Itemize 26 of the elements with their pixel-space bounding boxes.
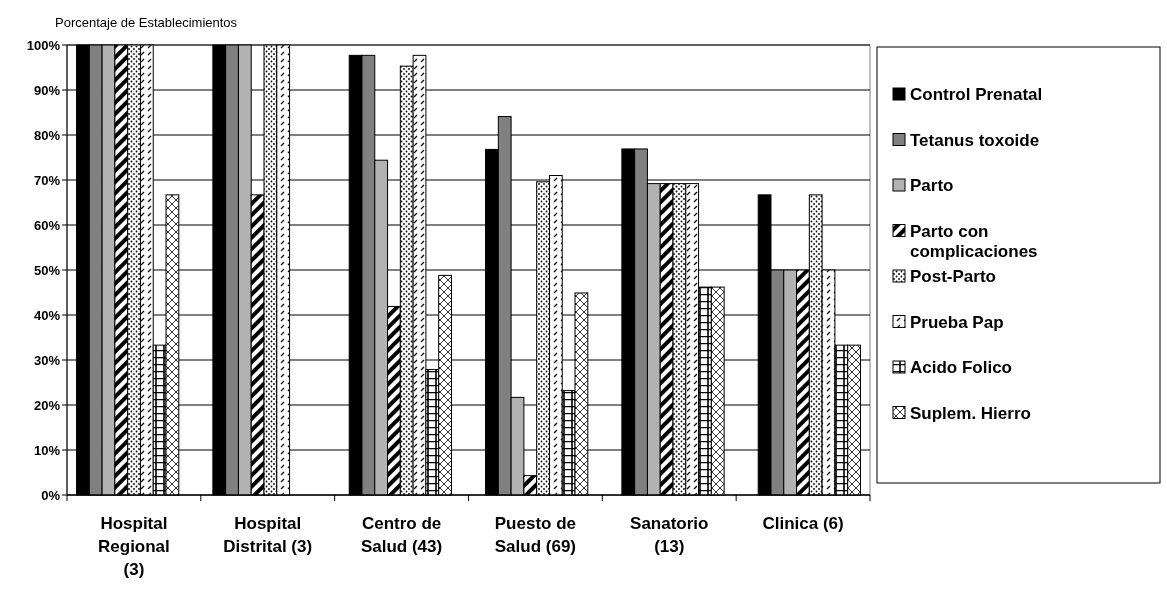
x-tick-label: Centro de Salud (43)	[360, 514, 443, 556]
legend-label: Control Prenatal	[910, 85, 1043, 104]
x-tick-label: Sanatorio (13)	[630, 514, 709, 556]
y-tick-label: 90%	[33, 82, 61, 98]
x-tick-label: Puesto de Salud (69)	[494, 514, 577, 556]
x-tick-label: Hospital Distrital (3)	[223, 514, 313, 556]
y-tick-label: 30%	[33, 352, 61, 368]
y-tick-label: 60%	[33, 217, 61, 233]
y-tick-label: 40%	[33, 307, 61, 323]
x-tick-label: Clinica (6)	[762, 514, 844, 533]
y-tick-label: 100%	[26, 37, 61, 53]
y-tick-label: 20%	[33, 397, 61, 413]
y-tick-label: 10%	[33, 442, 61, 458]
legend-label: Tetanus toxoide	[910, 130, 1040, 150]
legend-label: Prueba Pap	[910, 312, 1004, 332]
legend-label: Suplem. Hierro	[910, 403, 1031, 423]
y-axis-title: Porcentaje de Establecimientos	[55, 15, 238, 30]
x-tick-label: Hospital Regional (3)	[98, 514, 170, 579]
legend-label: Parto	[910, 176, 954, 195]
y-tick-label: 50%	[33, 262, 61, 278]
legend-label: Post-Parto	[910, 267, 996, 286]
y-tick-label: 0%	[41, 487, 61, 503]
y-tick-label: 70%	[33, 172, 61, 188]
legend-label: Parto con complicaciones	[910, 221, 1038, 261]
y-tick-label: 80%	[33, 127, 61, 143]
legend-label: Acido Folico	[910, 358, 1012, 377]
